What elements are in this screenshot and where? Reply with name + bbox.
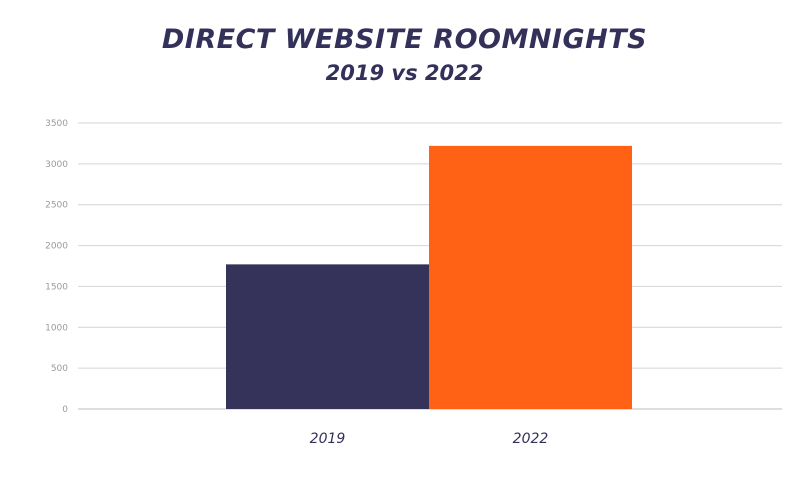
y-axis-tick-labels: 0 500 1000 1500 2000 2500 3000 3500	[45, 119, 68, 415]
y-tick-label: 1000	[45, 323, 68, 333]
chart-title: DIRECT WEBSITE ROOMNIGHTS	[161, 24, 648, 55]
y-tick-label: 500	[51, 364, 68, 374]
x-tick-label: 2019	[310, 431, 346, 447]
y-tick-label: 3500	[45, 119, 68, 129]
bars	[226, 145, 632, 409]
y-tick-label: 2500	[45, 201, 68, 211]
x-axis-tick-labels: 2019 2022	[310, 431, 549, 447]
y-tick-label: 3000	[45, 160, 68, 170]
bar-2022	[429, 145, 632, 409]
y-tick-label: 2000	[45, 242, 68, 252]
y-tick-label: 0	[62, 405, 68, 415]
chart-subtitle: 2019 vs 2022	[325, 61, 484, 85]
bar-2019	[226, 264, 429, 409]
y-tick-label: 1500	[45, 282, 68, 292]
x-tick-label: 2022	[513, 431, 549, 447]
